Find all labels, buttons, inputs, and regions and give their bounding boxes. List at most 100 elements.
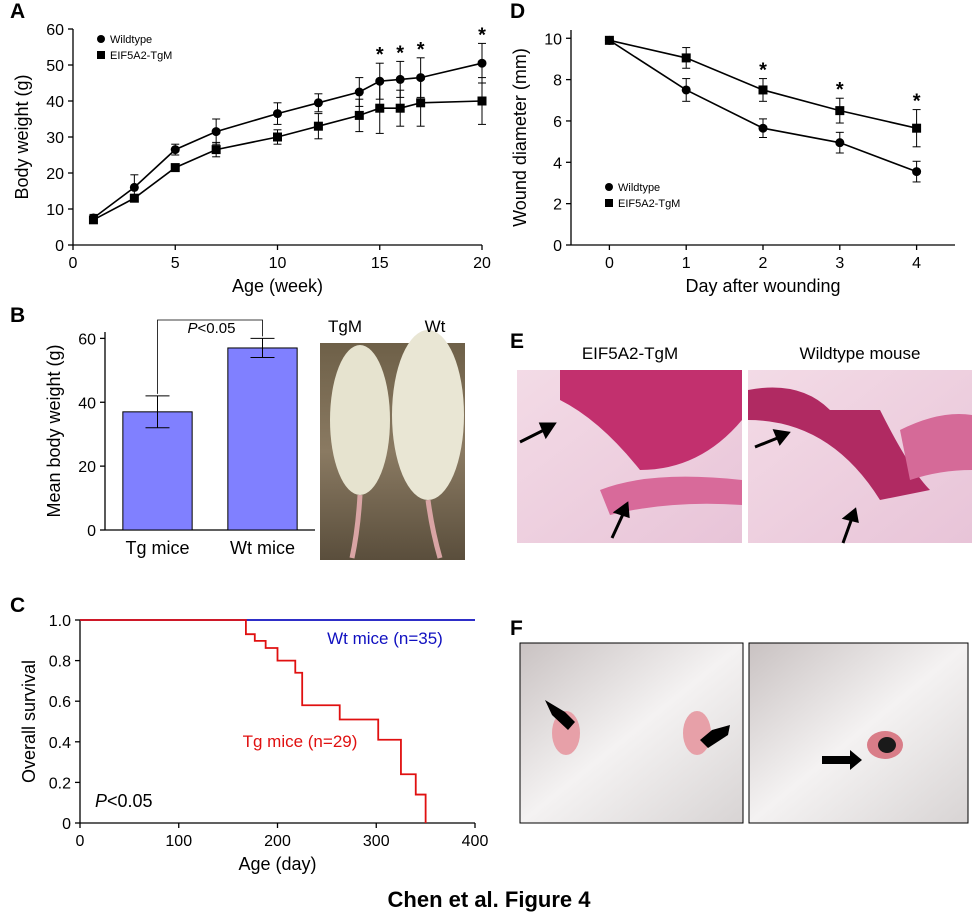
y-tick-label: 60 xyxy=(78,331,96,348)
y-tick-label: 30 xyxy=(46,130,64,147)
significance-star: * xyxy=(396,42,404,64)
x-axis-label: Day after wounding xyxy=(685,276,840,296)
legend-marker xyxy=(97,51,105,59)
y-tick-label: 0.6 xyxy=(49,694,71,711)
error-bar xyxy=(145,395,170,429)
legend-marker xyxy=(605,199,613,207)
marker xyxy=(375,103,385,113)
panel-letter: B xyxy=(10,304,25,327)
x-tick-label: 2 xyxy=(759,255,768,272)
legend-label: EIF5A2-TgM xyxy=(110,50,172,62)
y-tick-label: 6 xyxy=(553,114,562,131)
error-bar xyxy=(250,337,275,359)
y-axis-label: Overall survival xyxy=(19,660,39,783)
y-axis-label: Body weight (g) xyxy=(12,74,32,199)
x-tick-label: 1 xyxy=(682,255,691,272)
p-value: P<0.05 xyxy=(95,791,153,811)
marker xyxy=(681,53,691,63)
photo-eyes xyxy=(519,642,969,824)
y-tick-label: 1.0 xyxy=(49,613,71,630)
marker xyxy=(681,85,691,95)
marker xyxy=(354,110,364,120)
y-tick-label: 50 xyxy=(46,58,64,75)
p-symbol: P xyxy=(188,320,198,337)
series-line xyxy=(93,100,483,221)
legend-marker xyxy=(605,183,613,191)
y-tick-label: 0.8 xyxy=(49,654,71,671)
significance-star: * xyxy=(759,60,767,82)
y-tick-label: 2 xyxy=(553,197,562,214)
legend-marker xyxy=(97,35,105,43)
y-tick-label: 0 xyxy=(55,238,64,255)
significance-star: * xyxy=(417,39,425,61)
x-tick-label: 300 xyxy=(363,833,390,850)
panel-letter: F xyxy=(510,617,523,640)
x-tick-label: 0 xyxy=(69,255,78,272)
legend-label: Wildtype xyxy=(110,34,152,46)
y-tick-label: 8 xyxy=(553,73,562,90)
marker xyxy=(129,193,139,203)
significance-star: * xyxy=(376,44,384,66)
marker xyxy=(835,106,845,116)
panel-letter: D xyxy=(510,0,525,23)
y-tick-label: 60 xyxy=(46,22,64,39)
legend-label: EIF5A2-TgM xyxy=(618,198,680,210)
x-tick-label: 4 xyxy=(912,255,921,272)
series-label: Wt mice (n=35) xyxy=(327,629,443,648)
marker xyxy=(129,182,139,192)
p-threshold: <0.05 xyxy=(198,320,236,337)
caption: Chen et al. Figure 4 xyxy=(388,887,592,912)
p-threshold: <0.05 xyxy=(107,791,153,811)
marker xyxy=(273,132,282,142)
x-tick-label: Tg mice xyxy=(125,538,189,558)
y-tick-label: 20 xyxy=(46,166,64,183)
panel-letter: C xyxy=(10,594,25,617)
bar xyxy=(122,411,193,531)
significance-star: * xyxy=(478,24,486,46)
p-symbol: P xyxy=(95,791,107,811)
marker xyxy=(273,109,282,119)
x-tick-label: 0 xyxy=(605,255,614,272)
series-label: Tg mice (n=29) xyxy=(243,732,358,751)
survival-curve xyxy=(80,619,427,823)
marker xyxy=(211,145,221,155)
x-tick-label: 400 xyxy=(462,833,489,850)
marker xyxy=(313,98,323,108)
legend-label: Wildtype xyxy=(618,182,660,194)
panel-letter: E xyxy=(510,330,524,353)
marker xyxy=(395,74,405,84)
y-tick-label: 0 xyxy=(553,238,562,255)
y-tick-label: 0.4 xyxy=(49,735,71,752)
y-tick-label: 40 xyxy=(46,94,64,111)
significance-star: * xyxy=(913,91,921,113)
marker xyxy=(395,103,405,113)
photo-mice xyxy=(320,330,465,560)
photo-label: Wt xyxy=(425,317,446,336)
y-tick-label: 0 xyxy=(62,816,71,833)
bar xyxy=(227,347,298,531)
y-tick-label: 20 xyxy=(78,459,96,476)
marker xyxy=(477,58,487,68)
photo-label: Wildtype mouse xyxy=(800,344,921,363)
x-tick-label: 20 xyxy=(473,255,491,272)
x-tick-label: 200 xyxy=(264,833,291,850)
marker xyxy=(477,96,487,106)
marker xyxy=(313,121,323,131)
marker xyxy=(604,35,614,45)
series-line xyxy=(92,62,483,219)
marker xyxy=(170,145,180,155)
y-tick-label: 0 xyxy=(87,523,96,540)
y-tick-label: 4 xyxy=(553,155,562,172)
marker xyxy=(758,85,768,95)
p-value: P<0.05 xyxy=(188,320,236,337)
photo-label: TgM xyxy=(328,317,362,336)
marker xyxy=(170,163,180,173)
marker xyxy=(758,123,768,133)
marker xyxy=(354,87,364,97)
y-tick-label: 40 xyxy=(78,395,96,412)
x-tick-label: 15 xyxy=(371,255,389,272)
photo-label: EIF5A2-TgM xyxy=(582,344,678,363)
x-tick-label: Wt mice xyxy=(230,538,295,558)
y-tick-label: 10 xyxy=(544,31,562,48)
